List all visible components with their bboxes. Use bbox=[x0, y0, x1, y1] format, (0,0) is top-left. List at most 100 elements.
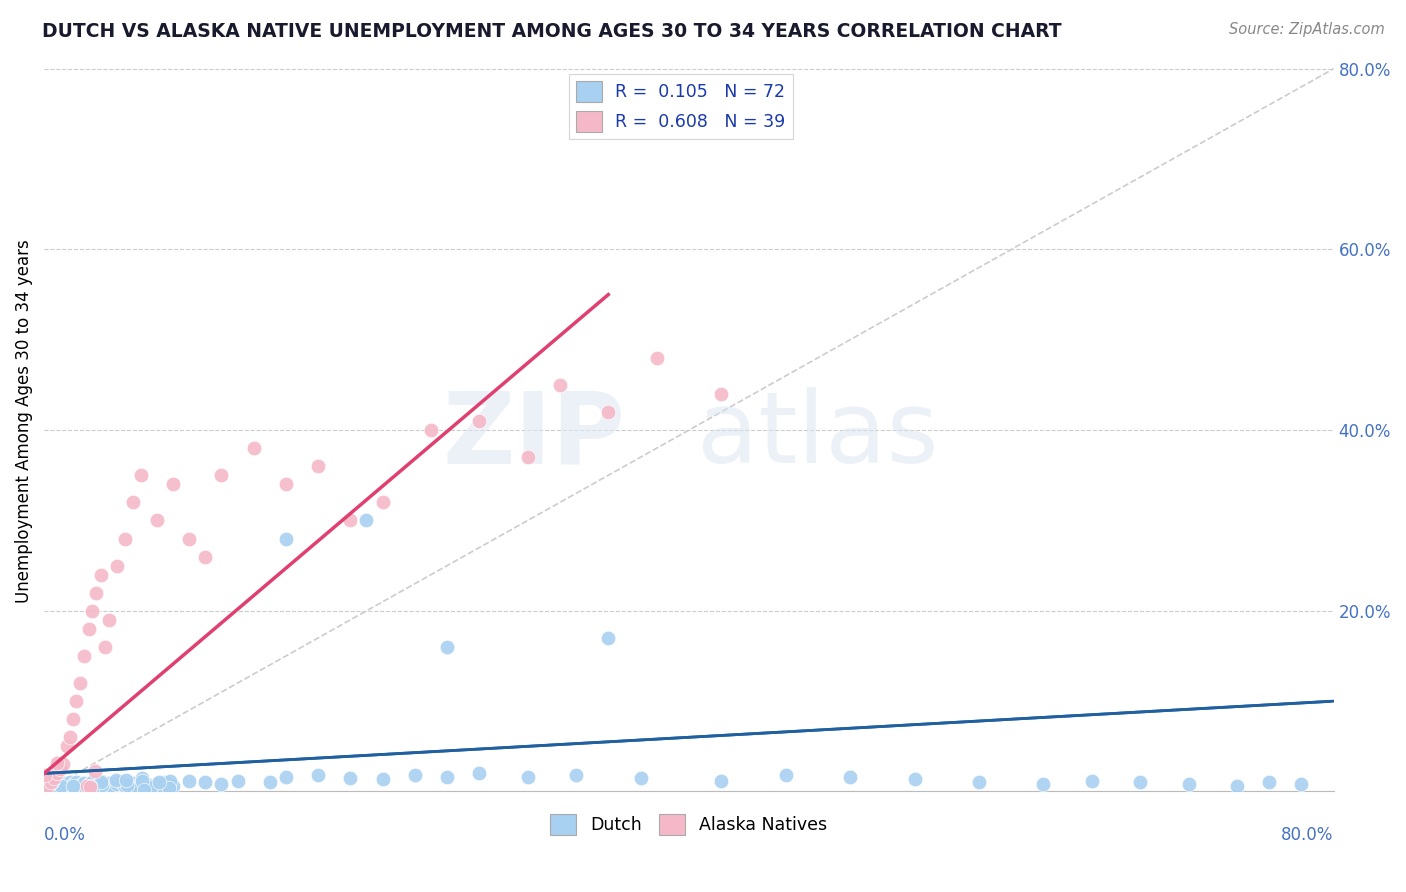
Point bbox=[226, 773, 249, 788]
Point bbox=[710, 387, 733, 401]
Point bbox=[153, 775, 176, 789]
Point bbox=[565, 768, 588, 782]
Point bbox=[94, 640, 117, 654]
Point bbox=[139, 781, 162, 796]
Point bbox=[134, 782, 156, 797]
Point bbox=[1177, 777, 1199, 791]
Point bbox=[41, 775, 63, 789]
Point bbox=[516, 450, 538, 465]
Point bbox=[53, 778, 76, 792]
Point bbox=[1129, 775, 1152, 789]
Text: atlas: atlas bbox=[697, 387, 939, 484]
Point bbox=[134, 780, 156, 794]
Point bbox=[209, 777, 232, 791]
Point bbox=[548, 378, 571, 392]
Point bbox=[122, 782, 145, 797]
Point bbox=[73, 648, 96, 663]
Point bbox=[49, 762, 72, 776]
Point bbox=[162, 779, 184, 793]
Point bbox=[41, 775, 63, 789]
Point bbox=[38, 777, 60, 791]
Point bbox=[63, 780, 86, 795]
Point bbox=[34, 768, 56, 782]
Point bbox=[101, 780, 124, 794]
Point bbox=[39, 781, 62, 796]
Point bbox=[80, 781, 103, 796]
Point bbox=[45, 775, 67, 789]
Point bbox=[143, 784, 166, 798]
Point bbox=[468, 766, 491, 780]
Point bbox=[97, 613, 120, 627]
Point bbox=[60, 779, 83, 793]
Point bbox=[371, 772, 394, 786]
Point bbox=[148, 775, 170, 789]
Point bbox=[146, 513, 169, 527]
Point bbox=[129, 468, 152, 483]
Point bbox=[91, 778, 114, 792]
Point bbox=[89, 567, 111, 582]
Point bbox=[1081, 773, 1104, 788]
Point bbox=[115, 778, 138, 792]
Point bbox=[94, 778, 117, 792]
Point bbox=[42, 780, 65, 794]
Point bbox=[83, 764, 105, 778]
Text: DUTCH VS ALASKA NATIVE UNEMPLOYMENT AMONG AGES 30 TO 34 YEARS CORRELATION CHART: DUTCH VS ALASKA NATIVE UNEMPLOYMENT AMON… bbox=[42, 22, 1062, 41]
Point bbox=[307, 459, 329, 474]
Point bbox=[420, 423, 443, 437]
Point bbox=[90, 775, 112, 789]
Point bbox=[146, 777, 169, 791]
Point bbox=[37, 780, 59, 794]
Text: ZIP: ZIP bbox=[443, 387, 626, 484]
Point bbox=[82, 604, 104, 618]
Point bbox=[49, 780, 72, 794]
Point bbox=[105, 558, 128, 573]
Point bbox=[159, 774, 181, 789]
Point bbox=[62, 779, 84, 793]
Point bbox=[48, 780, 70, 795]
Point bbox=[436, 770, 458, 784]
Point bbox=[69, 676, 91, 690]
Point bbox=[70, 779, 93, 793]
Point bbox=[59, 774, 82, 789]
Point bbox=[307, 768, 329, 782]
Point bbox=[645, 351, 668, 365]
Point bbox=[839, 770, 862, 784]
Point bbox=[105, 777, 128, 791]
Point bbox=[209, 468, 232, 483]
Point bbox=[127, 780, 149, 794]
Point bbox=[46, 766, 69, 780]
Point bbox=[1032, 777, 1054, 791]
Point bbox=[132, 781, 155, 796]
Point bbox=[84, 779, 107, 793]
Point bbox=[157, 780, 180, 795]
Point bbox=[114, 532, 136, 546]
Point bbox=[356, 513, 378, 527]
Point bbox=[162, 477, 184, 491]
Point bbox=[104, 773, 127, 788]
Point bbox=[84, 586, 107, 600]
Point bbox=[65, 775, 87, 789]
Point bbox=[630, 771, 652, 785]
Point bbox=[179, 773, 201, 788]
Point bbox=[274, 532, 297, 546]
Point bbox=[131, 773, 153, 788]
Point bbox=[194, 549, 217, 564]
Point bbox=[58, 780, 80, 794]
Point bbox=[598, 631, 620, 645]
Point bbox=[775, 768, 797, 782]
Point bbox=[516, 770, 538, 784]
Point bbox=[89, 773, 111, 788]
Y-axis label: Unemployment Among Ages 30 to 34 years: Unemployment Among Ages 30 to 34 years bbox=[15, 239, 32, 603]
Point bbox=[139, 780, 162, 795]
Point bbox=[77, 777, 100, 791]
Point bbox=[967, 775, 990, 789]
Point bbox=[79, 779, 101, 793]
Point bbox=[138, 778, 160, 792]
Point bbox=[114, 779, 136, 793]
Point bbox=[179, 532, 201, 546]
Point bbox=[65, 694, 87, 708]
Point bbox=[66, 780, 89, 794]
Point bbox=[903, 772, 925, 786]
Point bbox=[75, 780, 97, 795]
Point bbox=[129, 774, 152, 789]
